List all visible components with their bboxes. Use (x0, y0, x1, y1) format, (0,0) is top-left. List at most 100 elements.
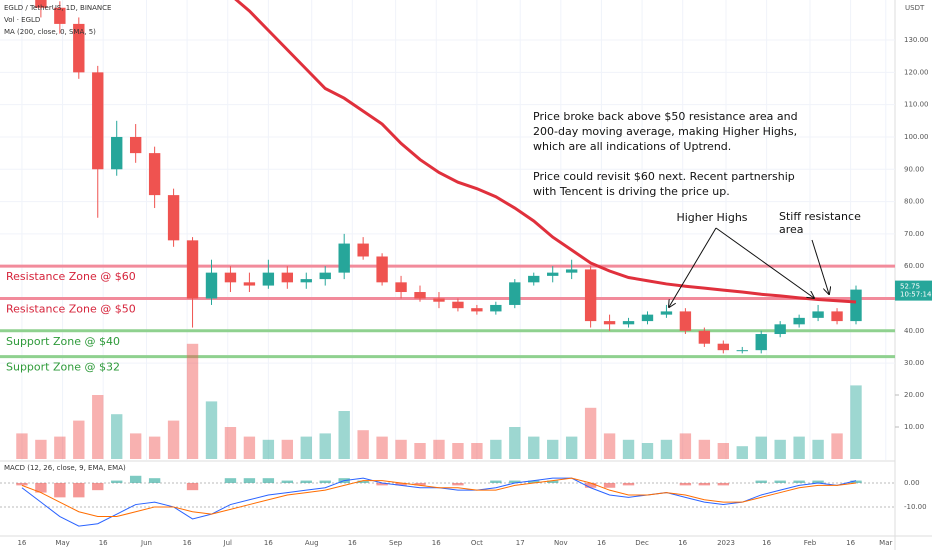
zone-label: Resistance Zone @ $60 (6, 270, 136, 283)
candle-body (793, 317, 805, 325)
candle-body (584, 269, 597, 322)
arrow (669, 227, 717, 307)
zone-label: Support Zone @ $32 (6, 361, 120, 374)
volume-bar (300, 436, 312, 459)
overlay: EGLD / TetherUS, 1D, BINANCE Vol · EGLD … (4, 4, 932, 547)
candle-body (73, 23, 85, 73)
candle-body (490, 304, 502, 312)
volume-bar (205, 401, 218, 459)
candle-body (148, 153, 161, 196)
volume-bar (35, 439, 47, 459)
candle-body (736, 350, 748, 352)
candle-body (831, 311, 843, 322)
macd-histogram-bar (698, 482, 711, 486)
macd-histogram-bar (357, 480, 369, 483)
candle-body (357, 243, 369, 257)
y-tick-label: 120.00 (904, 68, 929, 76)
candle-body (376, 256, 388, 283)
candle-body (205, 272, 218, 299)
candle-body (281, 272, 294, 283)
candle-body (395, 282, 407, 293)
volume-bar (831, 433, 843, 459)
y-tick-label: 100.00 (904, 133, 929, 141)
macd-histogram-bar (300, 480, 312, 483)
x-tick-label: Jul (223, 539, 233, 547)
y-tick-label: 130.00 (904, 36, 929, 44)
x-tick-label: 16 (432, 539, 441, 547)
volume-bar (16, 433, 28, 459)
volume-bar (528, 436, 540, 459)
y-tick-label: 70.00 (904, 230, 924, 238)
candle-body (338, 243, 350, 273)
symbol-title: EGLD / TetherUS, 1D, BINANCE (4, 4, 111, 12)
y-tick-label: 40.00 (904, 327, 924, 335)
candle-body (528, 275, 540, 283)
macd-histogram-bar (54, 482, 66, 498)
macd-histogram-bar (490, 480, 502, 483)
x-tick-label: Aug (305, 539, 319, 547)
x-tick-label: Mar (879, 539, 892, 547)
candle-body (433, 298, 445, 302)
macd-title: MACD (12, 26, close, 9, EMA, EMA) (4, 464, 126, 472)
volume-bar (509, 427, 521, 459)
candle-body (35, 0, 47, 8)
volume-bar (717, 443, 729, 459)
macd-histogram-bar (679, 482, 692, 486)
macd-histogram-bar (547, 480, 559, 483)
higher-highs-label: Higher Highs (676, 211, 747, 224)
macd-histogram-bar (35, 482, 47, 493)
x-tick-label: 16 (183, 539, 192, 547)
macd-histogram-bar (850, 480, 862, 483)
volume-bar (92, 395, 104, 459)
macd-histogram-bar (395, 482, 407, 486)
volume-bar (129, 433, 142, 459)
x-tick-label: 16 (678, 539, 687, 547)
y-tick-label: 30.00 (904, 359, 924, 367)
macd-histogram-bar (262, 478, 275, 483)
zone-label: Resistance Zone @ $50 (6, 302, 136, 315)
candle-body (812, 311, 824, 318)
candle-body (755, 334, 767, 351)
volume-bar (319, 433, 331, 459)
volume-bar (224, 427, 237, 459)
macd-tick-label: 0.00 (904, 479, 920, 487)
candle-body (641, 314, 654, 322)
volume-tick-label: 20.00 (904, 391, 924, 399)
volume-bar (603, 433, 616, 459)
macd-histogram-bar (92, 482, 104, 491)
annotation-text: 200-day moving average, making Higher Hi… (533, 125, 797, 138)
candle-body (186, 240, 199, 299)
candle-body (509, 282, 521, 305)
volume-title: Vol · EGLD (4, 16, 40, 24)
x-tick-label: 2023 (717, 539, 735, 547)
macd-histogram-bar (528, 480, 540, 483)
x-tick-label: 16 (264, 539, 273, 547)
volume-bar (565, 436, 578, 459)
macd-histogram-bar (129, 475, 142, 483)
x-tick-label: Jun (140, 539, 152, 547)
candle-body (129, 136, 142, 154)
candle-body (262, 272, 275, 286)
volume-bar (660, 439, 673, 459)
candle-body (717, 343, 729, 351)
macd-histogram-bar (414, 482, 426, 486)
macd-histogram-bar (281, 480, 294, 483)
volume-bar (850, 385, 862, 459)
x-tick-label: Nov (554, 539, 568, 547)
signal-line (21, 477, 857, 518)
candle-body (54, 7, 66, 24)
y-tick-label: 80.00 (904, 198, 924, 206)
volume-bar (414, 443, 426, 459)
x-tick-label: Sep (389, 539, 403, 547)
currency-label: USDT (905, 4, 925, 12)
stiff-resistance-label: Stiff resistance (779, 210, 861, 223)
macd-histogram-bar (319, 480, 331, 483)
volume-bar (73, 420, 85, 459)
volume-bar (167, 420, 180, 459)
arrow (811, 239, 829, 294)
volume-bar (452, 443, 464, 459)
macd-histogram-bar (111, 480, 123, 483)
